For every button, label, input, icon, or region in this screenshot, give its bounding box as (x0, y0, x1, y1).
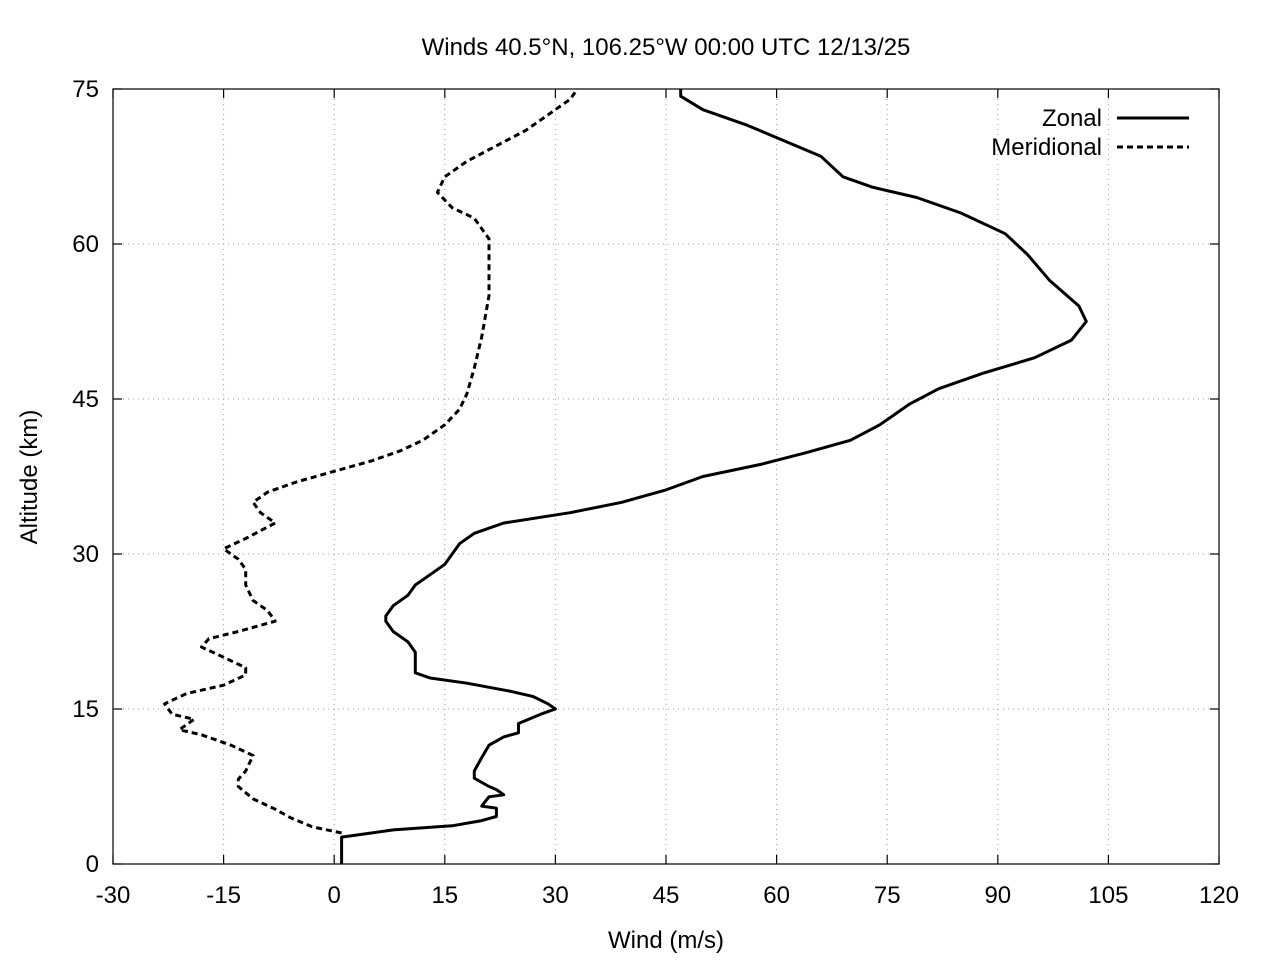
grid (113, 89, 1219, 864)
x-tick-label: 45 (653, 882, 680, 909)
x-tick-label: 30 (542, 882, 569, 909)
y-tick-label: 15 (72, 696, 99, 723)
y-tick-label: 75 (72, 76, 99, 103)
x-tick-label: 90 (984, 882, 1011, 909)
y-tick-label: 60 (72, 231, 99, 258)
plot-frame (112, 88, 1220, 865)
series-lines (163, 88, 1088, 864)
axis-ticks: -30 -15 0 15 30 45 60 75 90 105 120 0 15 30 45 60 75 (72, 76, 1239, 909)
legend-label-meridional: Meridional (991, 134, 1102, 161)
x-tick-label: 15 (431, 882, 458, 909)
x-axis-label: Wind (m/s) (608, 927, 724, 954)
x-tick-label: 120 (1199, 882, 1239, 909)
x-tick-label: 60 (763, 882, 790, 909)
x-tick-label: 105 (1088, 882, 1128, 909)
x-tick-label: 0 (328, 882, 341, 909)
x-tick-label: -30 (96, 882, 131, 909)
y-axis-label: Altitude (km) (16, 410, 43, 545)
series-line-meridional (163, 88, 579, 835)
series-line-zonal (340, 89, 1088, 864)
y-tick-label: 45 (72, 386, 99, 413)
x-tick-label: -15 (206, 882, 241, 909)
legend-label-zonal: Zonal (1042, 105, 1102, 132)
chart-title: Winds 40.5°N, 106.25°W 00:00 UTC 12/13/2… (422, 34, 911, 61)
y-tick-label: 30 (72, 541, 99, 568)
y-tick-label: 0 (86, 851, 99, 878)
x-tick-label: 75 (874, 882, 901, 909)
